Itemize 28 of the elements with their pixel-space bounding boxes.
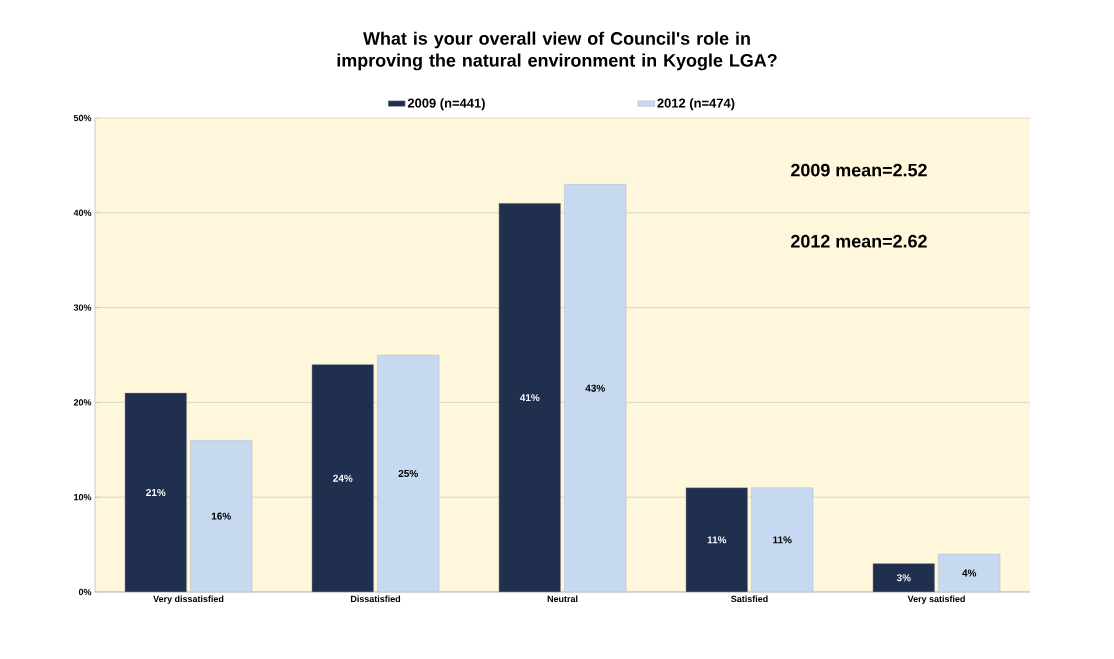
x-tick-label: Neutral [547,595,578,603]
y-tick-label: 0% [78,588,92,596]
x-tick-label: Very satisfied [907,595,965,604]
data-label: 4% [962,569,977,577]
data-label: 11% [707,536,727,544]
data-label: 16% [211,512,231,520]
legend-label: 2012 (n=474) [657,98,735,111]
data-label: 3% [896,574,911,582]
x-tick-label: Satisfied [731,595,768,603]
annotation: 2009 mean=2.52 [791,163,927,177]
annotation: 2012 mean=2.62 [791,234,927,248]
bar [872,563,935,593]
data-label: 21% [146,488,166,496]
y-tick-label: 40% [73,209,92,216]
y-tick-label: 50% [73,114,92,122]
data-label: 11% [773,536,792,544]
data-label: 24% [333,474,353,482]
legend-label: 2009 (n=441) [407,98,485,111]
x-tick-label: Very dissatisfied [153,595,224,604]
data-label: 43% [585,384,605,392]
x-tick-label: Dissatisfied [350,595,401,603]
y-tick-label: 10% [74,494,92,501]
data-label: 25% [398,469,418,478]
y-tick-label: 30% [73,304,92,311]
data-label: 41% [519,394,540,402]
y-tick-label: 20% [73,399,92,406]
chart-title: What is your overall view of Council's role in improving the natural environment in Kyogle LGA? [337,31,777,71]
bar [938,553,1001,593]
